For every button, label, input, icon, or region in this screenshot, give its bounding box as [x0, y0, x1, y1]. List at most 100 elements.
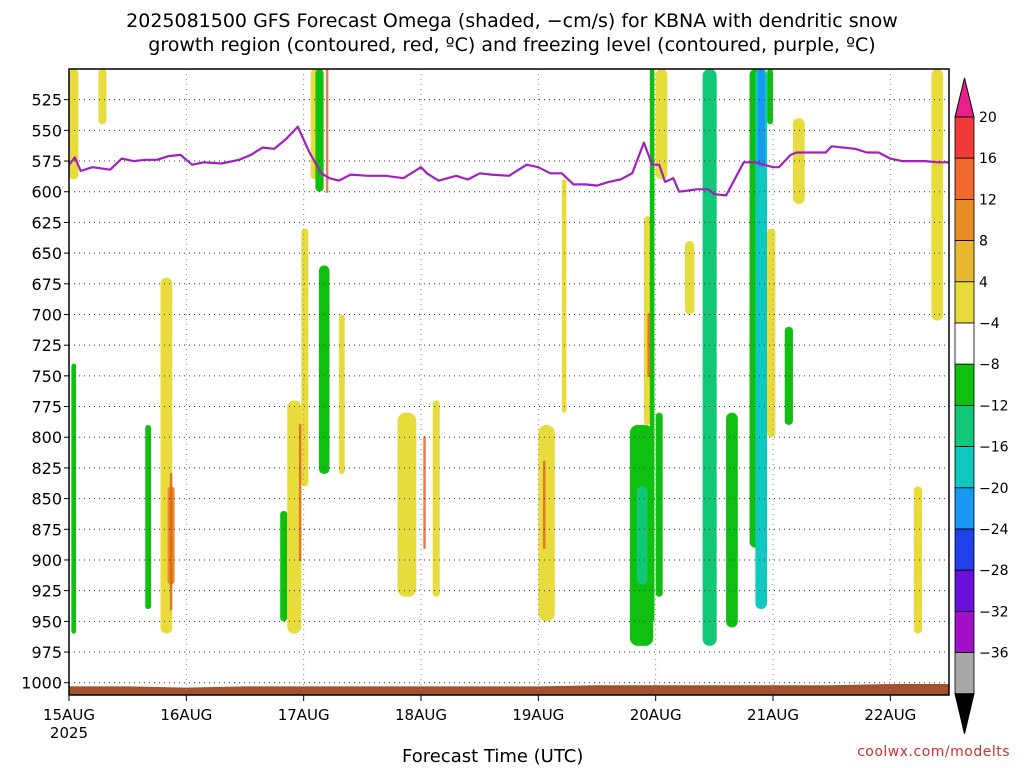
omega-region-16 — [561, 179, 567, 413]
omega-region-31 — [784, 326, 793, 425]
y-tick-label-875: 875 — [31, 520, 62, 539]
colorbar-swatch-7 — [954, 363, 975, 406]
y-tick-label-725: 725 — [31, 336, 62, 355]
x-tick-label-16AUG: 16AUG — [160, 706, 212, 724]
x-tick-label-18AUG: 18AUG — [395, 706, 447, 724]
omega-region-11 — [318, 265, 330, 475]
colorbar-label-0: 20 — [979, 110, 997, 126]
chart-title-line-1: 2025081500 GFS Forecast Omega (shaded, −… — [126, 10, 898, 32]
omega-region-8 — [301, 228, 309, 487]
colorbar-top-arrow — [954, 77, 975, 118]
omega-region-23 — [685, 240, 695, 315]
x-axis: 15AUG 16AUG 17AUG 18AUG 19AUG 20AUG 21AUG 22AUG… — [43, 695, 916, 742]
omega-region-6 — [280, 510, 288, 622]
x-tick-label-19AUG: 19AUG — [512, 706, 564, 724]
colorbar-swatch-11 — [954, 528, 975, 571]
y-tick-label-750: 750 — [31, 367, 62, 386]
y-tick-label-575: 575 — [31, 152, 62, 171]
omega-region-33 — [913, 486, 923, 634]
x-tick-label-17AUG: 17AUG — [278, 706, 330, 724]
colorbar-label-5: −4 — [979, 316, 1000, 332]
omega-region-28 — [757, 69, 765, 168]
omega-region-0 — [69, 69, 79, 180]
y-tick-label-925: 925 — [31, 582, 62, 601]
colorbar-label-7: −12 — [979, 398, 1009, 414]
colorbar-label-6: −8 — [979, 357, 1000, 373]
y-tick-label-700: 700 — [31, 305, 62, 324]
y-tick-label-800: 800 — [31, 428, 62, 447]
colorbar-swatch-14 — [954, 652, 975, 695]
omega-region-1 — [71, 363, 77, 634]
colorbar-label-2: 12 — [979, 192, 997, 208]
omega-region-7 — [287, 400, 302, 634]
colorbar-swatch-6 — [954, 322, 975, 365]
omega-region-14 — [432, 400, 440, 597]
omega-region-27 — [755, 69, 768, 610]
snow-growth-contour-layer — [169, 69, 650, 611]
colorbar: 20 16 12 8 4 −4 −8 −12 −16 −20 −24 −28 −32 −36 — [954, 77, 1009, 734]
omega-region-2 — [98, 69, 107, 125]
y-tick-label-825: 825 — [31, 459, 62, 478]
colorbar-swatch-10 — [954, 487, 975, 530]
freezing-level-layer — [69, 125, 949, 197]
x-axis-title: Forecast Time (UTC) — [402, 746, 584, 767]
omega-region-12 — [338, 314, 345, 475]
chart-title-line-2: growth region (contoured, red, ºC) and f… — [148, 34, 876, 56]
plot-frame — [68, 68, 950, 696]
y-tick-label-775: 775 — [31, 398, 62, 417]
colorbar-label-4: 4 — [979, 275, 988, 291]
freezing-level-line — [69, 125, 949, 197]
colorbar-swatch-4 — [954, 240, 975, 283]
y-tick-label-950: 950 — [31, 612, 62, 631]
colorbar-swatch-12 — [954, 569, 975, 612]
y-tick-label-600: 600 — [31, 183, 62, 202]
colorbar-label-3: 8 — [979, 234, 988, 250]
colorbar-swatch-1 — [954, 116, 975, 159]
x-tick-label-21AUG: 21AUG — [747, 706, 799, 724]
omega-region-21 — [655, 69, 668, 180]
colorbar-label-1: 16 — [979, 151, 997, 167]
omega-region-30 — [767, 228, 776, 438]
omega-region-20 — [649, 69, 655, 622]
colorbar-label-8: −16 — [979, 440, 1009, 456]
omega-region-13 — [397, 412, 417, 597]
colorbar-swatch-9 — [954, 446, 975, 489]
grid-layer — [69, 69, 949, 695]
x-tick-label-15AUG: 15AUG — [43, 706, 95, 724]
colorbar-label-13: −36 — [979, 646, 1009, 662]
y-tick-label-1000: 1000 — [21, 674, 62, 693]
y-tick-label-900: 900 — [31, 551, 62, 570]
colorbar-label-10: −24 — [979, 522, 1009, 538]
colorbar-swatch-3 — [954, 198, 975, 241]
colorbar-swatch-8 — [954, 404, 975, 447]
colorbar-label-11: −28 — [979, 563, 1009, 579]
x-year-label: 2025 — [50, 724, 88, 742]
y-tick-label-850: 850 — [31, 490, 62, 509]
omega-region-18 — [636, 486, 648, 585]
colorbar-bottom-arrow — [954, 693, 975, 734]
colorbar-swatch-13 — [954, 611, 975, 654]
omega-region-24 — [702, 69, 717, 646]
omega-region-34 — [931, 69, 944, 321]
colorbar-label-12: −32 — [979, 604, 1009, 620]
colorbar-swatch-5 — [954, 281, 975, 324]
y-tick-label-975: 975 — [31, 643, 62, 662]
source-credit: coolwx.com/modelts — [857, 744, 1010, 760]
x-tick-label-20AUG: 20AUG — [630, 706, 682, 724]
y-tick-label-525: 525 — [31, 91, 62, 110]
y-axis: 525 550 575 600 625 650 675 700 725 750 775 800 825 8… — [21, 91, 69, 693]
omega-region-22 — [655, 412, 663, 597]
omega-region-15 — [538, 424, 555, 622]
y-tick-label-550: 550 — [31, 121, 62, 140]
y-tick-label-625: 625 — [31, 213, 62, 232]
y-tick-label-675: 675 — [31, 275, 62, 294]
omega-region-29 — [767, 69, 773, 125]
ground-surface-layer — [69, 684, 949, 695]
omega-shading-layer — [69, 69, 944, 646]
omega-region-3 — [145, 424, 152, 610]
ground-surface — [69, 684, 949, 695]
colorbar-swatch-2 — [954, 157, 975, 200]
omega-region-25 — [726, 412, 738, 628]
y-tick-label-650: 650 — [31, 244, 62, 263]
